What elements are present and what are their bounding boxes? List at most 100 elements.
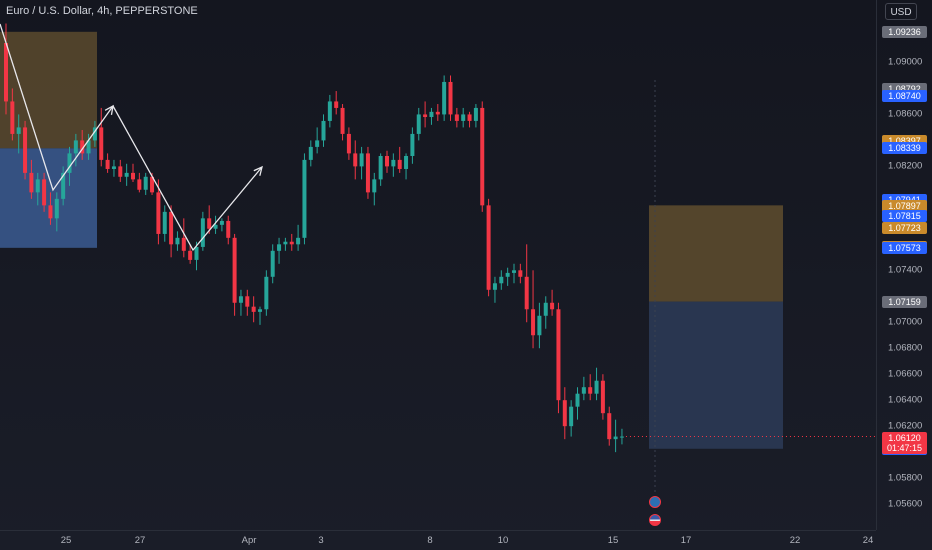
candle-body bbox=[607, 413, 612, 440]
candle-body bbox=[429, 111, 434, 118]
candle-body bbox=[340, 107, 345, 134]
candle-body bbox=[404, 155, 409, 169]
candle-body bbox=[156, 192, 161, 234]
candle-body bbox=[232, 237, 237, 303]
candle-body bbox=[556, 309, 561, 401]
globe-icon[interactable] bbox=[649, 496, 661, 508]
price-label-orange: 1.07723 bbox=[882, 222, 927, 235]
candle-body bbox=[270, 250, 275, 277]
position-zones bbox=[0, 31, 783, 449]
time-tick: 27 bbox=[134, 535, 146, 546]
candle-body bbox=[219, 220, 224, 225]
candle-body bbox=[600, 380, 605, 414]
candle-body bbox=[150, 176, 155, 193]
candle-body bbox=[435, 111, 440, 115]
candle-body bbox=[10, 101, 15, 134]
candle-body bbox=[258, 309, 262, 312]
price-label-blue: 1.07573 bbox=[882, 241, 927, 254]
candle-body bbox=[315, 140, 320, 147]
candle-body bbox=[537, 315, 542, 336]
candle-body bbox=[194, 246, 199, 260]
candle-body bbox=[423, 114, 428, 118]
time-tick: Apr bbox=[241, 535, 257, 546]
candle-body bbox=[480, 107, 485, 206]
candle-body bbox=[391, 159, 396, 167]
candle-body bbox=[467, 114, 472, 121]
candle-body bbox=[575, 393, 580, 407]
candle-body bbox=[61, 172, 66, 199]
candle-body bbox=[569, 406, 574, 427]
candle-body bbox=[143, 176, 148, 190]
price-label-gray: 1.09236 bbox=[882, 25, 927, 38]
candle-body bbox=[169, 211, 174, 245]
price-label-orange: 1.07897 bbox=[882, 199, 927, 212]
candle-body bbox=[42, 179, 47, 206]
candle-body bbox=[308, 146, 313, 160]
past-target-zone bbox=[0, 148, 97, 248]
candle-body bbox=[334, 101, 339, 108]
candle-body bbox=[505, 272, 510, 277]
candle-body bbox=[442, 81, 447, 115]
candle-body bbox=[613, 436, 618, 440]
candle-body bbox=[226, 220, 231, 238]
candle-body bbox=[499, 276, 504, 284]
candle-body bbox=[92, 127, 97, 141]
candle-body bbox=[550, 302, 555, 310]
candle-body bbox=[264, 276, 269, 310]
bar-countdown: 01:47:15 bbox=[886, 442, 923, 453]
candle-body bbox=[346, 133, 351, 154]
candle-body bbox=[86, 140, 91, 154]
candle-body bbox=[48, 205, 53, 219]
candle-body bbox=[378, 155, 383, 180]
price-label-blue: 1.08339 bbox=[882, 142, 927, 155]
price-tick: 1.05600 bbox=[888, 498, 923, 510]
projection-arrowhead bbox=[253, 165, 263, 176]
candle-body bbox=[131, 172, 135, 180]
price-tick: 1.06800 bbox=[888, 342, 923, 354]
candle-body bbox=[4, 42, 8, 102]
candle-body bbox=[327, 101, 332, 121]
candle-body bbox=[118, 166, 123, 177]
candle-body bbox=[385, 155, 389, 167]
time-tick: 15 bbox=[607, 535, 619, 546]
candle-body bbox=[321, 120, 326, 141]
time-tick: 22 bbox=[789, 535, 801, 546]
price-label-blue: 1.08740 bbox=[882, 90, 927, 103]
time-tick: 8 bbox=[427, 535, 433, 546]
candle-body bbox=[29, 172, 34, 193]
candle-body bbox=[416, 114, 421, 134]
candle-body bbox=[35, 179, 40, 193]
candle-body bbox=[175, 237, 180, 245]
candle-body bbox=[543, 302, 548, 316]
currency-button[interactable]: USD bbox=[885, 3, 917, 20]
projection-path bbox=[112, 105, 263, 252]
price-tick: 1.07400 bbox=[888, 264, 923, 276]
candle-body bbox=[238, 296, 243, 303]
time-tick: 10 bbox=[497, 535, 509, 546]
candle-body bbox=[16, 127, 21, 134]
candle-body bbox=[277, 244, 282, 251]
guide-lines bbox=[625, 80, 876, 495]
candle-body bbox=[372, 179, 377, 193]
candle-body bbox=[492, 283, 497, 290]
candle-body bbox=[448, 81, 453, 115]
time-tick: 17 bbox=[680, 535, 692, 546]
candle-body bbox=[302, 159, 307, 238]
candle-body bbox=[207, 218, 212, 229]
symbol-title[interactable]: Euro / U.S. Dollar, 4h, PEPPERSTONE bbox=[6, 5, 198, 17]
candle-body bbox=[512, 270, 516, 273]
us-flag-icon[interactable] bbox=[649, 514, 661, 526]
price-axis-divider bbox=[876, 0, 877, 530]
price-tick: 1.07000 bbox=[888, 316, 923, 328]
price-tick: 1.05800 bbox=[888, 472, 923, 484]
candle-body bbox=[365, 153, 370, 193]
candle-body bbox=[461, 114, 466, 121]
candles bbox=[4, 23, 624, 453]
candle-body bbox=[111, 166, 116, 169]
candle-body bbox=[397, 159, 402, 169]
candle-body bbox=[80, 140, 85, 154]
candle-body bbox=[594, 380, 599, 394]
candle-body bbox=[410, 133, 415, 156]
